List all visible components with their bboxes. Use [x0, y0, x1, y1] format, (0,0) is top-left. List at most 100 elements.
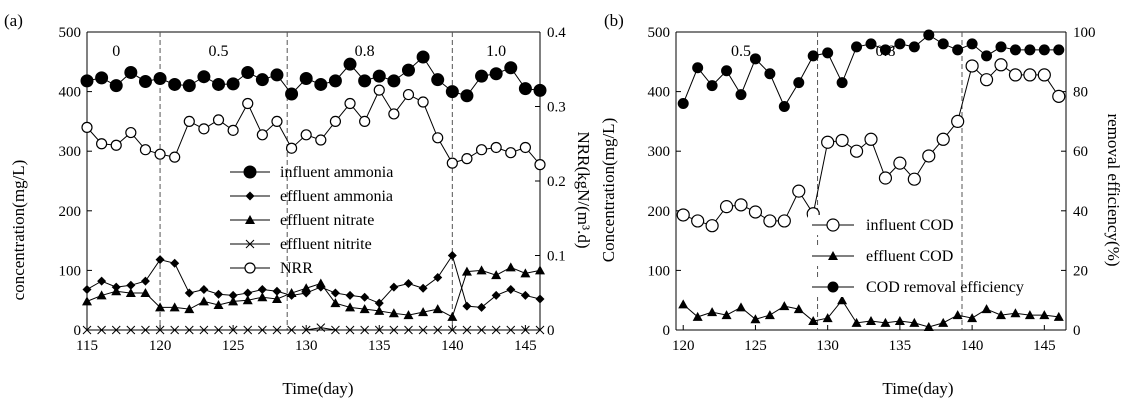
panel-a-y-tick-label: 400 — [59, 85, 82, 101]
panel-b-influent-cod-point — [965, 59, 979, 73]
panel-a-effluent-nitrate-point — [535, 265, 545, 275]
panel-a-xlabel: Time(day) — [282, 379, 353, 398]
panel-a-effluent-nitrite-point — [491, 325, 501, 335]
panel-a-nrr-point — [388, 108, 400, 120]
panel-a-effluent-nitrite-point — [521, 325, 530, 335]
panel-a-effluent-nitrite-point — [170, 325, 180, 335]
panel-b-effluent-cod-point — [880, 317, 891, 327]
panel-b-influent-cod-point — [719, 200, 734, 214]
panel-a-phase-label: 0.5 — [209, 43, 229, 60]
panel-a-nrr-point — [256, 129, 268, 141]
panel-a-effluent-ammonia-point — [170, 258, 180, 268]
panel-b-cod-removal-efficiency-point — [1024, 44, 1036, 56]
panel-b-effluent-cod-point — [764, 310, 775, 320]
panel-b-y-tick-label: 400 — [648, 85, 671, 101]
panel-a-effluent-nitrite-point — [243, 325, 253, 335]
panel-b-cod-removal-efficiency-point — [952, 44, 964, 56]
panel-a-effluent-ammonia-point — [155, 255, 165, 265]
panel-b-effluent-cod-point — [736, 302, 746, 312]
panel-a-effluent-nitrite-point — [447, 325, 457, 335]
panel-a-effluent-ammonia-point — [506, 284, 516, 294]
panel-a-effluent-ammonia-point — [418, 283, 428, 293]
panel-a-y-tick-label: 0 — [74, 323, 82, 339]
panel-a-effluent-nitrite-point — [272, 325, 282, 335]
panel-b-cod-removal-efficiency-point — [966, 38, 978, 50]
panel-b-cod-removal-efficiency-point — [721, 65, 733, 77]
panel-b-influent-cod-point — [734, 198, 748, 212]
panel-a-influent-ammonia-point — [343, 57, 357, 71]
panel-a-phase-label: 0.8 — [355, 43, 375, 60]
panel-a-effluent-nitrite-point — [111, 325, 121, 335]
panel-a-legend-marker-nrr — [244, 262, 256, 274]
panel-a-effluent-ammonia-point — [462, 301, 472, 311]
panel-b-ylabel: Concentration(mg/L) — [599, 118, 618, 262]
panel-a-effluent-nitrite-point — [126, 325, 136, 335]
panel-a-influent-ammonia-point — [124, 66, 138, 80]
panel-b-cod-removal-efficiency-point — [865, 38, 877, 50]
panel-a-effluent-ammonia-point — [374, 298, 384, 308]
panel-a-y2-tick-label: 0.2 — [547, 174, 566, 190]
panel-a-legend-marker-effluent-ammonia — [245, 191, 255, 201]
panel-b-influent-cod-point — [691, 214, 705, 228]
panel-b-effluent-cod-point — [866, 316, 876, 326]
panel-a-effluent-nitrate-point — [155, 302, 166, 312]
panel-a-influent-ammonia-point — [416, 50, 430, 64]
panel-b-effluent-cod-point — [808, 316, 819, 326]
panel-a-influent-ammonia-point — [533, 83, 547, 97]
panel-b-x-tick-label: 135 — [889, 338, 912, 354]
panel-a-effluent-ammonia-point — [97, 276, 107, 286]
panel-a-effluent-nitrite-point — [287, 325, 296, 335]
panel-b-cod-removal-efficiency-point — [793, 77, 805, 89]
panel-b-cod-removal-efficiency-point — [1053, 44, 1065, 56]
panel-a-effluent-nitrate-point — [257, 292, 268, 302]
panel-a-x-tick-label: 130 — [295, 338, 318, 354]
panel-a-y2-tick-label: 0.4 — [547, 25, 566, 41]
panel-a-nrr-point — [271, 115, 283, 128]
panel-b-cod-removal-efficiency-point — [1038, 44, 1050, 56]
panel-a-effluent-ammonia-point — [126, 280, 136, 290]
panel-a-effluent-nitrite-point — [535, 325, 545, 335]
panel-a-nrr-point — [81, 121, 93, 133]
panel-b-effluent-cod-point — [1024, 310, 1035, 320]
panel-a-effluent-nitrate-point — [271, 294, 282, 304]
panel-b-influent-cod-point — [705, 219, 719, 233]
panel-a-nrr-point — [154, 148, 166, 160]
panel-a-effluent-nitrite-point — [258, 325, 267, 335]
panel-a-influent-ammonia-point — [153, 71, 167, 85]
panel-a-effluent-nitrite-point — [214, 325, 223, 335]
panel-b-effluent-cod-point — [967, 313, 978, 323]
panel-a-effluent-ammonia-point — [140, 276, 150, 286]
panel-a-effluent-ammonia-point — [535, 294, 545, 304]
panel-b-cod-removal-efficiency-point — [822, 47, 834, 59]
panel-b-influent-cod-point — [994, 58, 1008, 72]
panel-a-influent-ammonia-point — [314, 77, 328, 91]
panel-a-influent-ammonia-point — [518, 82, 532, 96]
panel-a-effluent-ammonia-point — [272, 286, 282, 296]
panel-b-influent-cod-point — [864, 132, 878, 146]
panel-b-influent-cod-point — [1037, 68, 1051, 82]
panel-b-cod-removal-efficiency-point — [749, 53, 761, 65]
panel-a-nrr-point — [169, 151, 181, 163]
panel-b-cod-removal-efficiency-point — [995, 41, 1007, 53]
panel-a-effluent-nitrite-point — [374, 325, 384, 335]
panel-a-nrr-point — [125, 126, 137, 139]
panel-a-legend: influent ammonia effluent ammonia effluent… — [226, 162, 393, 278]
panel-a-effluent-nitrite-point — [506, 325, 516, 335]
panel-a-legend-label-influent-ammonia: influent ammonia — [280, 164, 393, 181]
panel-a-phase-label: 0 — [112, 43, 120, 60]
panel-b-legend-marker-effluent-cod — [828, 251, 838, 260]
panel-a-legend-label-nrr: NRR — [280, 260, 313, 277]
panel-b-effluent-cod-point — [851, 317, 862, 327]
panel-b-cod-removal-efficiency-point — [851, 41, 863, 53]
panel-b-influent-cod-point — [676, 208, 690, 222]
panel-a-nrr-point — [139, 144, 152, 156]
panel-a-effluent-nitrate-point — [520, 268, 531, 278]
panel-b-x-tick-label: 130 — [816, 338, 839, 354]
panel-a-effluent-nitrate-point — [140, 288, 151, 298]
panel-b-influent-cod-point — [951, 114, 965, 129]
panel-a-y2label: NRR(kgN/(m³.d) — [574, 131, 593, 248]
panel-a-effluent-nitrate-point — [315, 278, 326, 288]
panel-a-effluent-nitrite-point — [433, 325, 443, 335]
panel-b-legend-marker-cod-removal-efficiency — [827, 281, 839, 293]
panel-b-influent-cod-point — [1052, 89, 1066, 103]
